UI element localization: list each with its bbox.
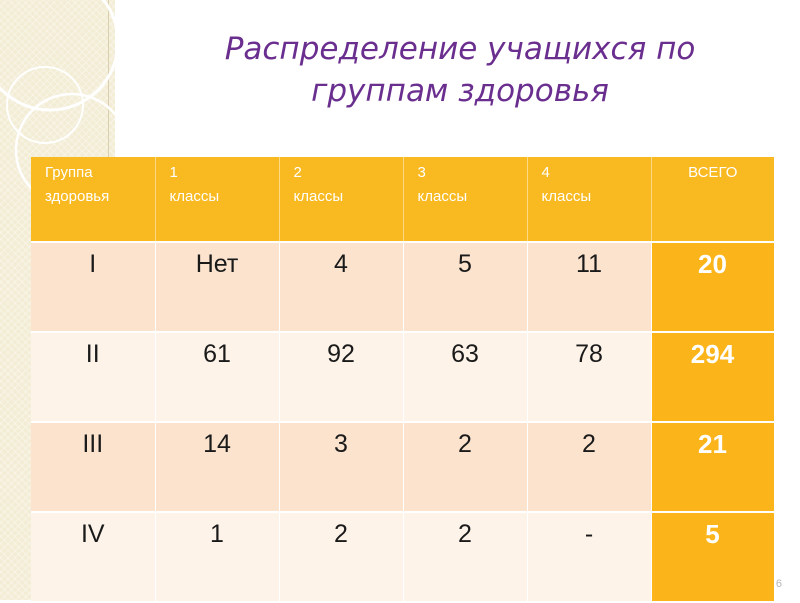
header-cell-total: ВСЕГО bbox=[651, 157, 774, 243]
cell-group: II bbox=[31, 332, 156, 423]
cell-grade-3: 63 bbox=[403, 332, 528, 423]
cell-grade-2: 3 bbox=[279, 422, 404, 513]
title-line-1: Распределение учащихся по bbox=[224, 31, 696, 67]
cell-total: 294 bbox=[651, 332, 775, 423]
cell-grade-3: 5 bbox=[403, 242, 528, 333]
cell-grade-1: Нет bbox=[155, 242, 280, 333]
header-cell-group: Группа здоровья bbox=[31, 157, 156, 243]
header-cell-grade-2: 2 классы bbox=[279, 157, 404, 243]
cell-grade-2: 4 bbox=[279, 242, 404, 333]
title-line-2: группам здоровья bbox=[311, 73, 609, 109]
cell-grade-2: 2 bbox=[279, 512, 404, 603]
cell-group: III bbox=[31, 422, 156, 513]
cell-group: I bbox=[31, 242, 156, 333]
cell-grade-4: 2 bbox=[527, 422, 652, 513]
table-row: I Нет 4 5 11 20 bbox=[31, 242, 775, 333]
cell-grade-1: 61 bbox=[155, 332, 280, 423]
cell-total: 21 bbox=[651, 422, 775, 513]
table-header-row: Группа здоровья 1 классы 2 классы 3 классы 4… bbox=[31, 157, 774, 243]
cell-group: IV bbox=[31, 512, 156, 603]
cell-grade-4: - bbox=[527, 512, 652, 603]
health-groups-table: Группа здоровья 1 классы 2 классы 3 классы 4… bbox=[31, 157, 775, 603]
cell-grade-3: 2 bbox=[403, 422, 528, 513]
cell-total: 20 bbox=[651, 242, 775, 333]
cell-grade-1: 1 bbox=[155, 512, 280, 603]
page-title: Распределение учащихся по группам здоров… bbox=[120, 28, 800, 112]
cell-total: 5 bbox=[651, 512, 775, 603]
slide-number: 6 bbox=[775, 578, 782, 590]
cell-grade-4: 11 bbox=[527, 242, 652, 333]
cell-grade-4: 78 bbox=[527, 332, 652, 423]
header-cell-grade-1: 1 классы bbox=[155, 157, 280, 243]
table-row: III 14 3 2 2 21 bbox=[31, 422, 775, 513]
cell-grade-3: 2 bbox=[403, 512, 528, 603]
cell-grade-1: 14 bbox=[155, 422, 280, 513]
table-row: IV 1 2 2 - 5 bbox=[31, 512, 775, 603]
header-cell-grade-3: 3 классы bbox=[403, 157, 528, 243]
cell-grade-2: 92 bbox=[279, 332, 404, 423]
table-row: II 61 92 63 78 294 bbox=[31, 332, 775, 423]
health-groups-table-container: Группа здоровья 1 классы 2 классы 3 классы 4… bbox=[31, 157, 775, 603]
header-cell-grade-4: 4 классы bbox=[527, 157, 652, 243]
